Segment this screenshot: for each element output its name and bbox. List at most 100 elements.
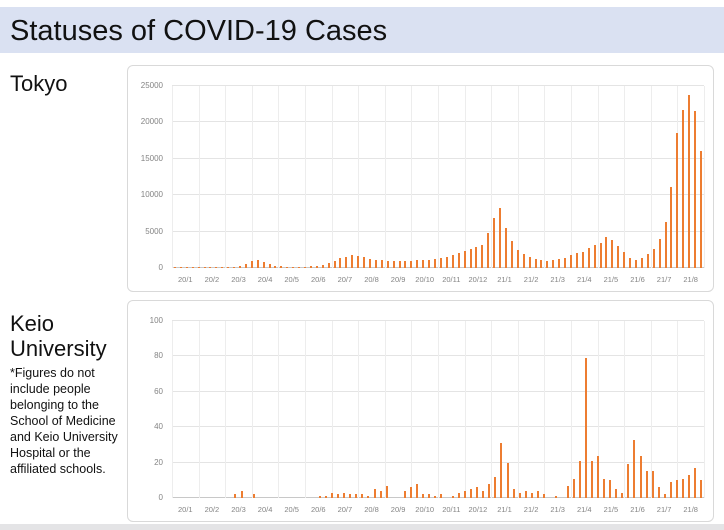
gridline-v xyxy=(624,86,626,268)
bar xyxy=(355,494,358,498)
gridline-v xyxy=(677,321,679,498)
x-tick-label: 21/7 xyxy=(656,505,672,514)
bar xyxy=(262,261,265,268)
bar xyxy=(379,490,382,498)
bar xyxy=(409,487,412,498)
x-tick-label: 21/3 xyxy=(550,505,565,514)
y-tick-label: 40 xyxy=(154,422,163,432)
bar xyxy=(522,254,525,268)
x-tick-label: 20/9 xyxy=(390,505,406,514)
bar xyxy=(573,478,576,498)
bar xyxy=(640,257,643,268)
bar xyxy=(518,492,521,498)
y-tick-label: 5000 xyxy=(145,226,163,236)
y-tick-label: 0 xyxy=(158,263,163,272)
bar xyxy=(635,260,638,268)
x-tick-label: 21/8 xyxy=(683,505,698,514)
bar xyxy=(451,255,454,268)
x-tick-label: 20/8 xyxy=(364,505,379,514)
bar xyxy=(191,267,194,268)
bar xyxy=(439,258,442,268)
gridline-v xyxy=(517,321,519,498)
x-tick-label: 20/10 xyxy=(415,505,435,514)
gridline-v xyxy=(624,321,626,498)
bar xyxy=(500,443,503,498)
bar xyxy=(422,260,425,268)
bar xyxy=(244,263,247,268)
bottom-strip xyxy=(0,524,724,530)
bar xyxy=(700,150,703,268)
gridline-v xyxy=(384,86,386,268)
y-tick-label: 15000 xyxy=(140,153,163,163)
bar xyxy=(542,494,545,498)
bar xyxy=(469,249,472,268)
bar xyxy=(238,265,241,268)
y-tick-label: 60 xyxy=(154,386,163,396)
bar xyxy=(234,494,237,498)
bar xyxy=(633,439,636,498)
gridline-v xyxy=(198,321,200,498)
bar xyxy=(530,492,533,498)
gridline-v xyxy=(305,86,306,268)
bar xyxy=(627,464,630,498)
bar xyxy=(325,496,328,498)
bar xyxy=(337,494,340,498)
title-band: Statuses of COVID-19 Cases xyxy=(0,7,724,53)
bar xyxy=(464,490,467,498)
x-tick-label: 21/6 xyxy=(630,505,645,514)
bar xyxy=(694,111,697,268)
bar xyxy=(363,257,366,268)
bar xyxy=(445,257,448,268)
bar xyxy=(512,489,515,498)
x-tick-label: 20/4 xyxy=(257,275,273,284)
bar xyxy=(233,266,236,268)
bar xyxy=(240,490,243,498)
bar xyxy=(506,462,509,498)
x-tick-label: 21/6 xyxy=(630,275,645,284)
gridline-v xyxy=(331,321,333,498)
bar xyxy=(676,132,679,268)
gridline-v xyxy=(650,86,652,268)
bar xyxy=(629,257,632,268)
bar xyxy=(274,265,277,268)
bar xyxy=(410,260,413,268)
bar xyxy=(298,266,301,268)
y-tick-label: 10000 xyxy=(140,190,163,200)
bar xyxy=(457,253,460,268)
gridline-v xyxy=(438,321,439,498)
keio-y-axis: 0 20 40 60 80 100 xyxy=(128,317,168,502)
bar xyxy=(197,267,200,268)
bar xyxy=(482,490,485,498)
bar xyxy=(669,482,672,498)
bar xyxy=(203,267,206,268)
bar xyxy=(351,255,354,268)
bar xyxy=(499,208,502,268)
gridline-v xyxy=(704,321,705,498)
bar xyxy=(591,460,594,498)
bar xyxy=(209,267,212,268)
bar xyxy=(404,261,407,268)
gridline-v xyxy=(411,321,413,498)
bar xyxy=(681,478,684,498)
gridline-v xyxy=(491,321,493,498)
keio-x-axis: 20/1 20/2 20/3 20/4 20/5 20/6 20/7 20/8 20/9 20/1… xyxy=(172,503,704,518)
x-tick-label: 21/8 xyxy=(683,275,698,284)
gridline-v xyxy=(358,86,360,268)
bar xyxy=(481,244,484,268)
bar xyxy=(599,242,602,268)
x-tick-label: 20/9 xyxy=(390,275,406,284)
y-tick-label: 25000 xyxy=(140,81,163,90)
bar xyxy=(304,266,306,268)
gridline-v xyxy=(650,321,652,498)
gridline-v xyxy=(225,321,227,498)
bar xyxy=(403,490,406,498)
x-tick-label: 20/5 xyxy=(284,275,299,284)
gridline-v xyxy=(278,86,280,268)
bar xyxy=(524,490,527,498)
bar xyxy=(579,460,582,498)
keio-footnote: *Figures do not include people belonging… xyxy=(10,366,118,476)
keio-chart-panel: 0 20 40 60 80 100 20/1 20/2 20/3 20/4 20/5 20/6 20/… xyxy=(127,300,714,522)
keio-plot-area xyxy=(172,320,705,498)
bar xyxy=(534,259,537,268)
